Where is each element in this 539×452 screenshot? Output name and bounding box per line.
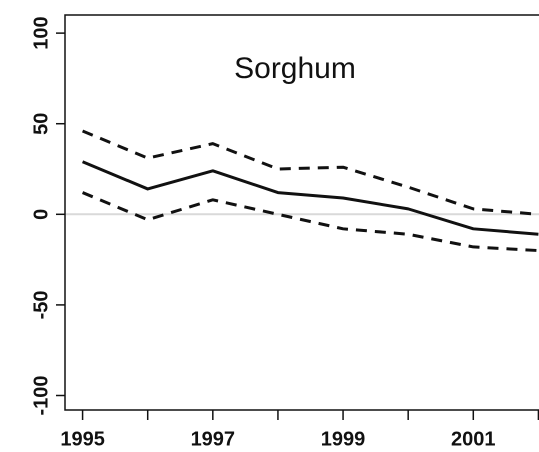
y-tick-label: 100 — [30, 16, 52, 49]
y-tick-label: 0 — [30, 209, 52, 220]
series-line — [82, 191, 539, 253]
x-tick-label: 1999 — [321, 428, 366, 450]
y-tick-label: -50 — [30, 290, 52, 319]
y-tick-label: 50 — [30, 113, 52, 135]
y-tick-label: -100 — [30, 375, 52, 415]
series-line — [82, 129, 539, 216]
plot-frame — [64, 14, 539, 411]
x-tick-label: 1995 — [60, 428, 105, 450]
x-tick-label: 1997 — [191, 428, 236, 450]
x-tick-label: 2001 — [451, 428, 496, 450]
series-line — [82, 160, 539, 236]
chart-title: Sorghum — [234, 52, 356, 85]
